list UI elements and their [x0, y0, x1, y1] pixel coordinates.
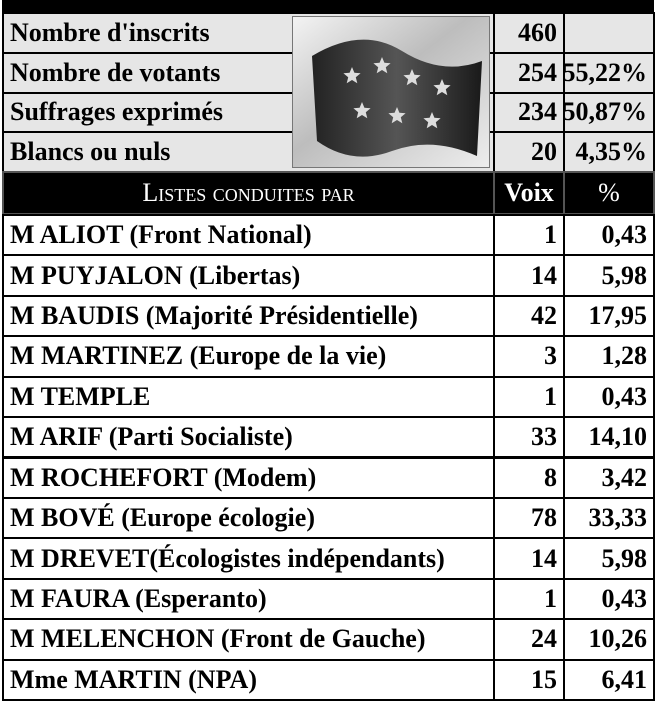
candidate-name: M ARIF (Parti Socialiste)	[2, 416, 495, 459]
vote-percent: 10,26	[563, 618, 655, 661]
vote-count: 1	[493, 577, 565, 621]
vote-percent: 33,33	[563, 496, 655, 540]
column-header: Listes conduites par	[2, 171, 495, 215]
vote-count: 42	[493, 294, 565, 338]
vote-count: 1	[493, 214, 565, 257]
vote-count: 33	[493, 416, 565, 459]
candidate-name: M FAURA (Esperanto)	[2, 577, 495, 621]
vote-percent: 5,98	[563, 254, 655, 297]
candidate-name: Mme MARTIN (NPA)	[2, 658, 495, 701]
candidate-name: M ALIOT (Front National)	[2, 214, 495, 257]
flag-image	[292, 16, 490, 168]
column-header: %	[563, 171, 655, 215]
vote-count: 3	[493, 335, 565, 378]
vote-percent: 1,28	[563, 335, 655, 378]
summary-percent	[563, 12, 655, 54]
vote-count: 78	[493, 496, 565, 540]
summary-percent: 4,35%	[563, 131, 655, 173]
vote-percent: 14,10	[563, 416, 655, 459]
vote-count: 15	[493, 658, 565, 701]
candidate-name: M DREVET(Écologistes indépendants)	[2, 537, 495, 580]
vote-percent: 6,41	[563, 658, 655, 701]
candidate-name: M PUYJALON (Libertas)	[2, 254, 495, 297]
vote-count: 24	[493, 618, 565, 661]
summary-percent: 55,22%	[563, 51, 655, 94]
candidate-name: M BAUDIS (Majorité Présidentielle)	[2, 294, 495, 338]
vote-count: 8	[493, 456, 565, 499]
summary-count: 234	[493, 91, 565, 134]
vote-percent: 0,43	[563, 375, 655, 419]
vote-percent: 0,43	[563, 577, 655, 621]
candidate-name: M TEMPLE	[2, 375, 495, 419]
vote-percent: 5,98	[563, 537, 655, 580]
vote-percent: 0,43	[563, 214, 655, 257]
vote-count: 14	[493, 254, 565, 297]
title-bar	[2, 0, 654, 12]
summary-count: 460	[493, 12, 565, 54]
vote-count: 1	[493, 375, 565, 419]
summary-count: 20	[493, 131, 565, 173]
candidate-name: M BOVÉ (Europe écologie)	[2, 496, 495, 540]
vote-count: 14	[493, 537, 565, 580]
vote-percent: 17,95	[563, 294, 655, 338]
candidate-name: M MELENCHON (Front de Gauche)	[2, 618, 495, 661]
column-header: Voix	[493, 171, 565, 215]
candidate-name: M MARTINEZ (Europe de la vie)	[2, 335, 495, 378]
summary-count: 254	[493, 51, 565, 94]
summary-percent: 50,87%	[563, 91, 655, 134]
candidate-name: M ROCHEFORT (Modem)	[2, 456, 495, 499]
vote-percent: 3,42	[563, 456, 655, 499]
